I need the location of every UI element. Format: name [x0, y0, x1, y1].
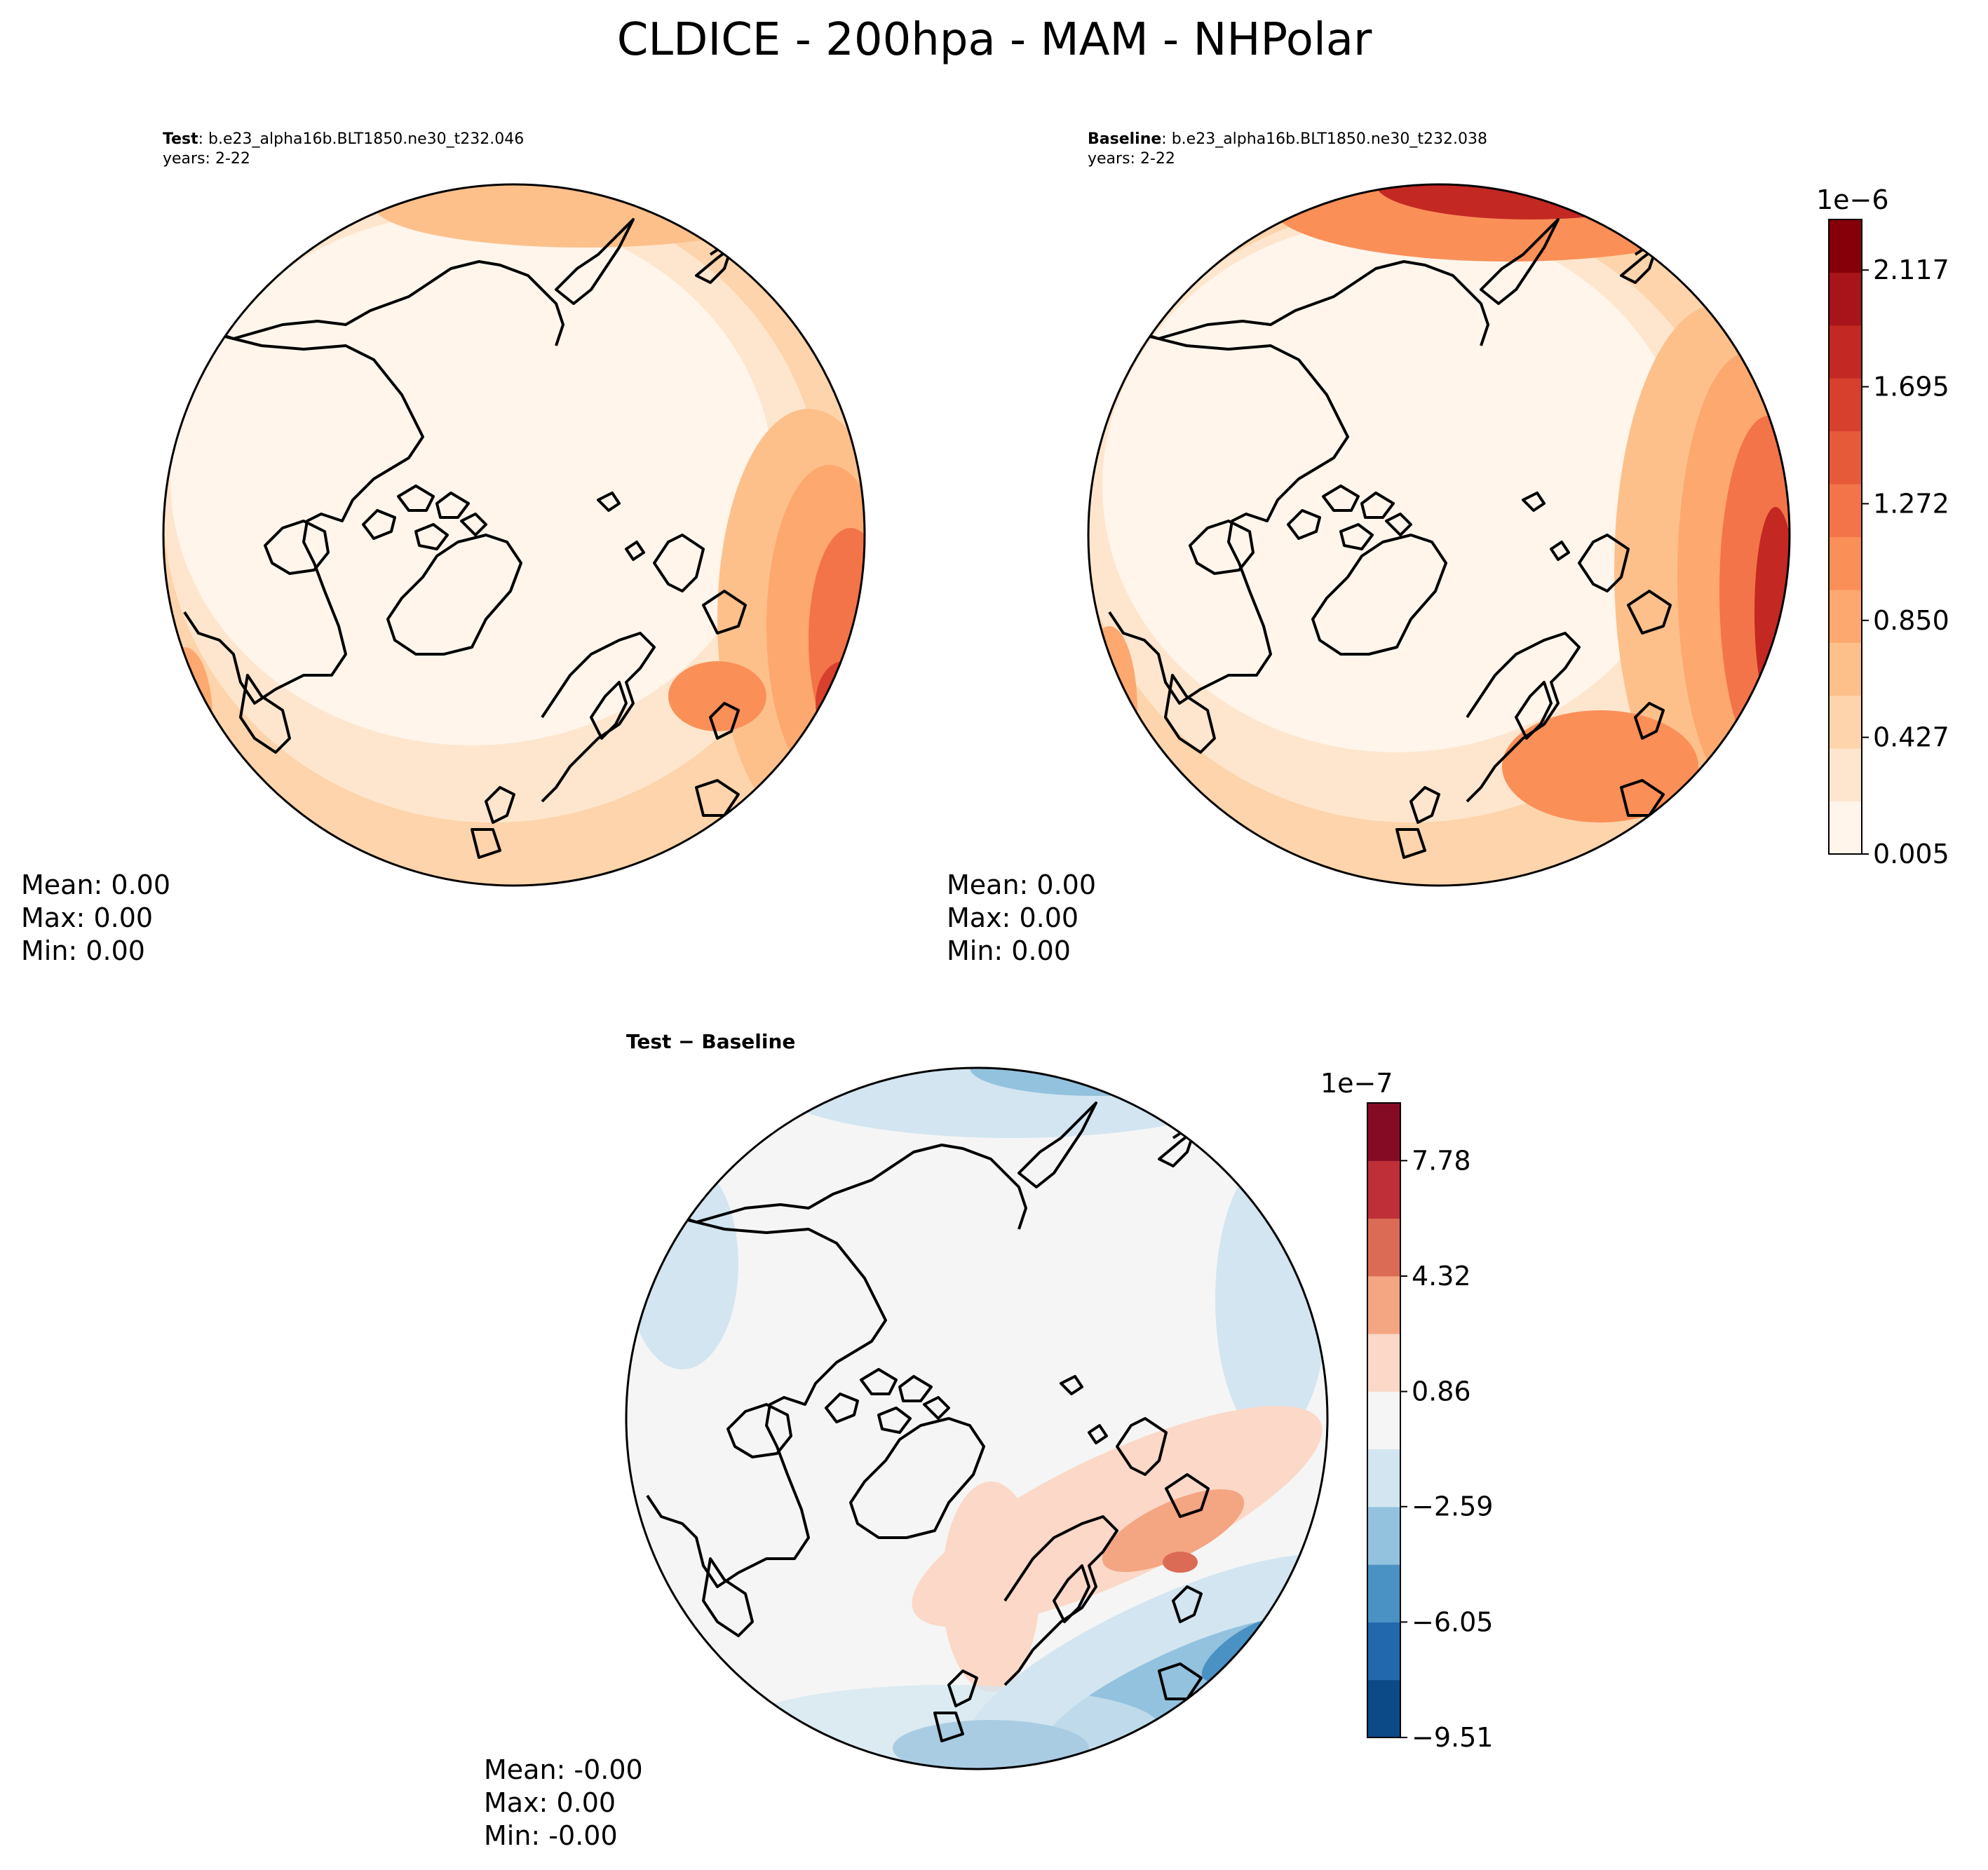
stat-mean: Mean: 0.00: [947, 869, 1096, 900]
panel-baseline: Baseline: b.e23_alpha16b.BLT1850.ne30_t2…: [947, 130, 1791, 966]
colorbar-band: [1829, 748, 1862, 802]
field-neg-top-c: [1061, 1068, 1187, 1078]
field-pos-south: [942, 1482, 1040, 1692]
panel-baseline-label-bold: Baseline: [1088, 130, 1161, 148]
colorbar-band: [1829, 219, 1862, 273]
colorbar-band: [1367, 1564, 1400, 1622]
stat-mean: Mean: 0.00: [21, 869, 170, 900]
figure-title: CLDICE - 200hpa - MAM - NHPolar: [617, 14, 1372, 66]
colorbar-tick-label: 0.86: [1412, 1376, 1471, 1407]
map-boundary: [1087, 183, 1791, 887]
colorbar-diverging: 1e−7 −9.51 −6.05 −2.59 0.86 4.32 7.78: [1320, 1068, 1493, 1753]
colorbar-tick-label: 0.005: [1873, 839, 1949, 869]
colorbar-band: [1367, 1506, 1400, 1565]
panel-baseline-label-rest: : b.e23_alpha16b.BLT1850.ne30_t232.038: [1161, 130, 1487, 148]
field-neg-bottom-b: [738, 1685, 1159, 1769]
colorbar-band: [1367, 1218, 1400, 1277]
stat-min: Min: -0.00: [484, 1820, 618, 1851]
panel-test: Test: b.e23_alpha16b.BLT1850.ne30_t232.0…: [21, 130, 866, 966]
colorbar-tick-label: −9.51: [1412, 1722, 1493, 1753]
panel-test-label: Test: b.e23_alpha16b.BLT1850.ne30_t232.0…: [163, 130, 524, 148]
colorbar-band: [1367, 1160, 1400, 1219]
colorbar-tick-label: 7.78: [1412, 1145, 1471, 1176]
field-left: [1088, 626, 1137, 794]
field-level-2: [1102, 219, 1691, 752]
colorbar-sequential-bands: [1829, 219, 1862, 855]
stat-max: Max: 0.00: [484, 1787, 616, 1818]
colorbar-band: [1829, 378, 1862, 432]
field-neutral: [626, 1068, 1327, 1769]
colorbar-tick-label: 1.695: [1873, 372, 1949, 402]
panel-diff-stats: Mean: -0.00 Max: 0.00 Min: -0.00: [484, 1754, 643, 1851]
panel-diff-label-bold: Test − Baseline: [626, 1030, 795, 1053]
colorbar-band: [1829, 325, 1862, 379]
field-neg-right: [1215, 1159, 1327, 1439]
panel-diff-map: [625, 1066, 1329, 1770]
colorbar-band: [1367, 1103, 1400, 1161]
field-high-c: [809, 528, 865, 752]
field-level-2: [170, 212, 773, 745]
colorbar-tick-label: 1.272: [1873, 488, 1949, 519]
field-high-e: [816, 661, 865, 745]
field-top: [374, 184, 794, 248]
field-pos-core: [1102, 1489, 1245, 1572]
stat-min: Min: 0.00: [21, 935, 145, 966]
colorbar-diverging-frame: [1367, 1102, 1401, 1738]
stat-max: Max: 0.00: [21, 902, 153, 933]
colorbar-band: [1829, 272, 1862, 326]
colorbar-band: [1829, 801, 1862, 855]
colorbar-band: [1829, 642, 1862, 696]
colorbar-diverging-bands: [1367, 1103, 1400, 1738]
panel-baseline-map: [1087, 183, 1791, 887]
colorbar-band: [1367, 1334, 1400, 1392]
colorbar-band: [1367, 1275, 1400, 1334]
panel-test-stats: Mean: 0.00 Max: 0.00 Min: 0.00: [21, 869, 170, 966]
panel-baseline-stats: Mean: 0.00 Max: 0.00 Min: 0.00: [947, 869, 1096, 966]
panel-test-years: years: 2-22: [163, 150, 250, 168]
colorbar-band: [1829, 589, 1862, 643]
field-neg-left: [626, 1159, 738, 1369]
panel-diff: Test − Baseline: [484, 1030, 1329, 1851]
field-left: [163, 647, 212, 787]
colorbar-band: [1367, 1622, 1400, 1681]
colorbar-tick-label: 0.427: [1873, 722, 1949, 753]
panel-diff-label: Test − Baseline: [626, 1030, 795, 1053]
map-boundary: [162, 183, 866, 887]
stat-max: Max: 0.00: [947, 902, 1078, 933]
colorbar-band: [1829, 695, 1862, 749]
colorbar-tick-label: −6.05: [1412, 1606, 1493, 1637]
colorbar-tick-label: 4.32: [1412, 1261, 1471, 1292]
stat-min: Min: 0.00: [947, 935, 1071, 966]
colorbar-band: [1367, 1679, 1400, 1738]
map-boundary: [625, 1066, 1329, 1770]
colorbar-band: [1829, 431, 1862, 485]
colorbar-sequential-frame: [1828, 219, 1862, 855]
panel-baseline-years: years: 2-22: [1088, 150, 1175, 168]
field-high-d: [668, 661, 766, 731]
field-high-d: [1502, 710, 1698, 822]
colorbar-tick-label: 2.117: [1873, 255, 1949, 285]
colorbar-band: [1367, 1391, 1400, 1450]
colorbar-sequential: 1e−6 0.005 0.427 0.850 1.272 1.695 2.117: [1816, 184, 1949, 869]
field-pos-peak: [1163, 1552, 1198, 1573]
stat-mean: Mean: -0.00: [484, 1754, 643, 1785]
colorbar-band: [1829, 536, 1862, 590]
colorbar-sequential-exponent: 1e−6: [1816, 184, 1889, 215]
colorbar-diverging-ticks: −9.51 −6.05 −2.59 0.86 4.32 7.78: [1400, 1145, 1493, 1753]
panel-test-label-bold: Test: [163, 130, 198, 148]
colorbar-tick-label: −2.59: [1412, 1491, 1493, 1522]
panel-baseline-label: Baseline: b.e23_alpha16b.BLT1850.ne30_t2…: [1088, 130, 1487, 148]
colorbar-band: [1367, 1449, 1400, 1507]
panel-test-map: [162, 183, 866, 887]
colorbar-sequential-ticks: 0.005 0.427 0.850 1.272 1.695 2.117: [1862, 255, 1949, 869]
colorbar-tick-label: 0.850: [1873, 605, 1949, 636]
colorbar-diverging-exponent: 1e−7: [1320, 1068, 1393, 1099]
panel-test-label-rest: : b.e23_alpha16b.BLT1850.ne30_t232.046: [198, 130, 525, 148]
colorbar-band: [1829, 484, 1862, 537]
field-neg-top-b: [970, 1068, 1222, 1096]
